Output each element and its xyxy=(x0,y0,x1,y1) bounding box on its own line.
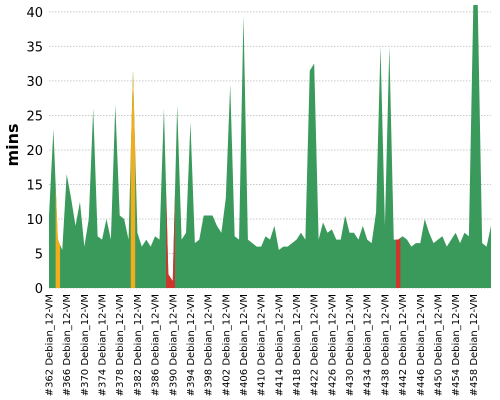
x-tick-label: #386 Debian_12-VM xyxy=(151,294,162,396)
failed-build-389 xyxy=(166,191,171,288)
x-tick-label: #390 Debian_12-VM xyxy=(168,294,179,396)
unstable-build-364 xyxy=(55,184,61,288)
x-tick-label: #426 Debian_12-VM xyxy=(327,294,338,396)
x-tick-label: #406 Debian_12-VM xyxy=(239,294,250,396)
status-highlights xyxy=(55,70,401,288)
x-tick-label: #402 Debian_12-VM xyxy=(221,294,232,396)
x-tick-label: #454 Debian_12-VM xyxy=(451,294,462,396)
x-tick-label: #378 Debian_12-VM xyxy=(115,294,126,396)
y-tick-label: 40 xyxy=(26,6,43,21)
x-tick-label: #366 Debian_12-VM xyxy=(62,294,73,396)
duration-area xyxy=(49,5,491,288)
y-tick-label: 15 xyxy=(26,178,43,193)
x-tick-label: #430 Debian_12-VM xyxy=(345,294,356,396)
unstable-build-381 xyxy=(130,70,136,288)
duration-area-fill xyxy=(49,5,491,288)
x-tick-label: #414 Debian_12-VM xyxy=(274,294,285,396)
x-tick-label: #394 Debian_12-VM xyxy=(186,294,197,396)
y-tick-label: 20 xyxy=(26,144,43,159)
failed-build-390 xyxy=(170,193,175,288)
x-tick-label: #446 Debian_12-VM xyxy=(416,294,427,396)
x-tick-label: #438 Debian_12-VM xyxy=(380,294,391,396)
x-tick-label: #458 Debian_12-VM xyxy=(469,294,480,396)
y-tick-label: 35 xyxy=(26,40,43,55)
x-axis-ticks: #362 Debian_12-VM #366 Debian_12-VM #370 D… xyxy=(45,294,480,396)
failed-build-441 xyxy=(395,237,401,288)
x-tick-label: #418 Debian_12-VM xyxy=(292,294,303,396)
x-tick-label: #382 Debian_12-VM xyxy=(133,294,144,396)
y-tick-label: 10 xyxy=(26,213,43,228)
y-tick-label: 30 xyxy=(26,75,43,90)
y-tick-label: 25 xyxy=(26,109,43,124)
y-axis-ticks: 0 5 10 15 20 25 30 35 40 xyxy=(26,6,43,297)
x-tick-label: #450 Debian_12-VM xyxy=(433,294,444,396)
x-tick-label: #434 Debian_12-VM xyxy=(363,294,374,396)
x-tick-label: #422 Debian_12-VM xyxy=(310,294,321,396)
x-tick-label: #410 Debian_12-VM xyxy=(257,294,268,396)
x-tick-label: #370 Debian_12-VM xyxy=(80,294,91,396)
x-tick-label: #362 Debian_12-VM xyxy=(45,294,56,396)
x-tick-label: #374 Debian_12-VM xyxy=(98,294,109,396)
x-tick-label: #398 Debian_12-VM xyxy=(204,294,215,396)
y-tick-label: 5 xyxy=(35,247,43,262)
x-tick-label: #442 Debian_12-VM xyxy=(398,294,409,396)
y-tick-label: 0 xyxy=(35,282,43,297)
y-axis-label: mins xyxy=(3,123,22,166)
